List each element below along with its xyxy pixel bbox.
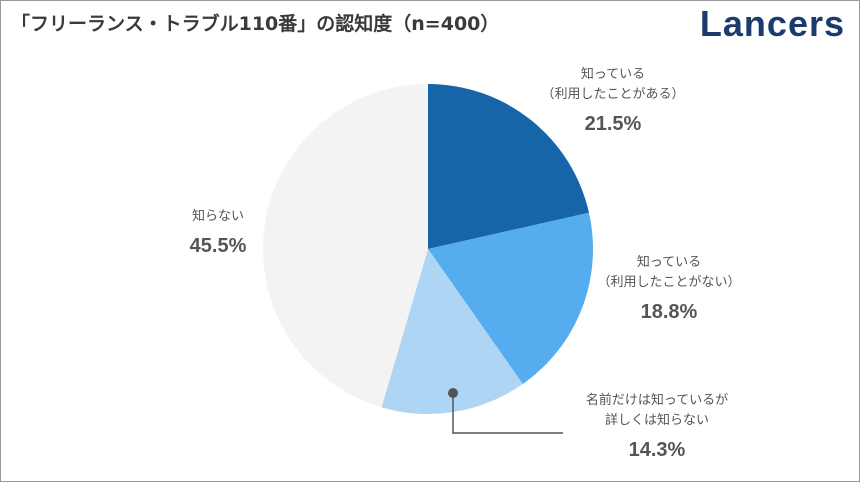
slice-label: 知っている （利用したことがない） 18.8% (597, 253, 740, 324)
category-label: 名前だけは知っているが 詳しくは知らない (585, 393, 729, 428)
pie-slice (428, 212, 594, 385)
pie-slice (381, 249, 523, 414)
pie-slice (263, 84, 428, 408)
value-label: 18.8% (640, 301, 698, 323)
leader-line (452, 393, 563, 434)
category-label: 知っている （利用したことがある） (541, 67, 685, 102)
slice-label: 知っている （利用したことがある） 21.5% (541, 65, 684, 136)
slice-label: 名前だけは知っているが 詳しくは知らない 14.3% (586, 391, 728, 462)
category-label: 知らない (191, 209, 244, 224)
category-label: 知っている （利用したことがない） (597, 255, 741, 290)
slice-label: 知らない 45.5% (190, 207, 247, 258)
value-label: 21.5% (584, 113, 642, 135)
value-label: 14.3% (628, 439, 686, 461)
value-label: 45.5% (189, 235, 247, 257)
brand-logo: Lancers (699, 3, 845, 44)
chart-title: 「フリーランス・トラブル110番」の認知度（n=400） (11, 13, 500, 35)
pie-slice (428, 84, 589, 249)
